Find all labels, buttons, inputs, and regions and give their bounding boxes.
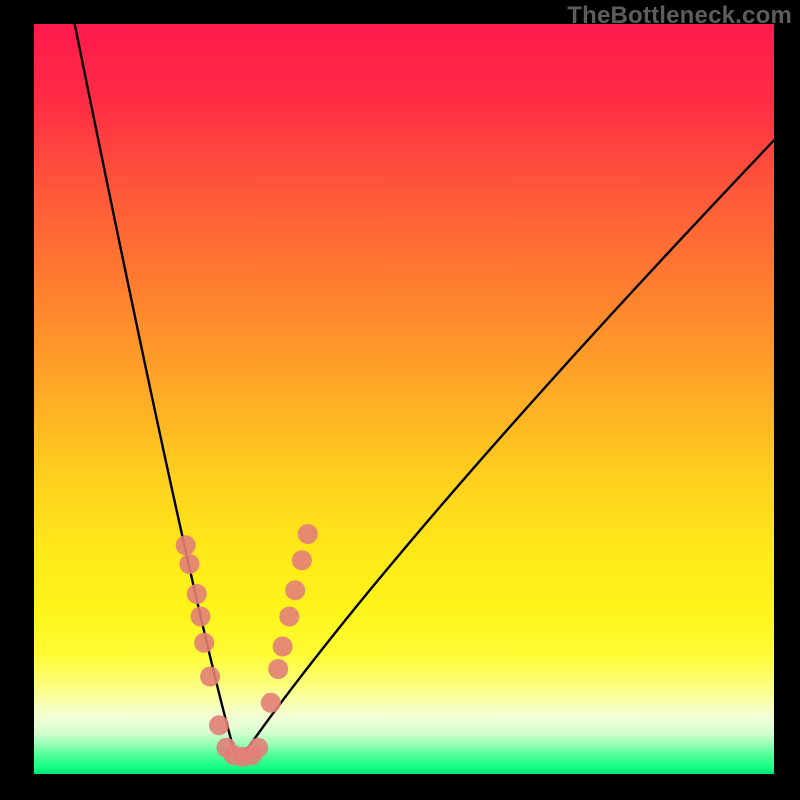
data-marker xyxy=(187,584,207,604)
data-marker xyxy=(179,554,199,574)
data-marker xyxy=(279,607,299,627)
data-marker xyxy=(285,580,305,600)
data-marker xyxy=(209,715,229,735)
data-marker xyxy=(191,607,211,627)
data-marker xyxy=(298,524,318,544)
gradient-background xyxy=(34,24,774,774)
watermark-text: TheBottleneck.com xyxy=(567,2,792,30)
data-marker xyxy=(292,550,312,570)
data-marker xyxy=(200,667,220,687)
plot-area xyxy=(34,24,774,774)
data-marker xyxy=(176,535,196,555)
data-marker xyxy=(194,633,214,653)
chart-svg xyxy=(34,24,774,774)
data-marker xyxy=(273,637,293,657)
data-marker xyxy=(261,693,281,713)
root-canvas: TheBottleneck.com xyxy=(0,0,800,800)
data-marker xyxy=(268,659,288,679)
data-marker xyxy=(248,738,268,758)
